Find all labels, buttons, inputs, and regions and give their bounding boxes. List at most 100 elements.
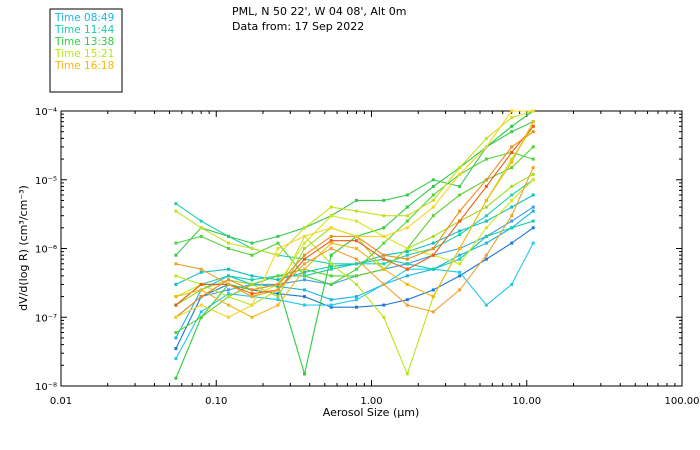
data-point [250,288,254,292]
data-point [405,267,409,271]
data-point [329,305,333,309]
data-point [276,274,280,278]
data-point [355,305,358,309]
data-point [174,331,178,334]
data-point [329,264,333,268]
data-point [382,262,386,266]
data-point [276,288,280,292]
data-point [405,274,409,278]
data-point [458,209,462,213]
data-point [199,282,203,286]
data-point [382,257,386,261]
data-point [199,303,203,307]
data-point [405,253,409,257]
data-point [382,303,386,307]
data-point [174,253,178,257]
data-point [303,288,306,292]
series-3 [174,241,535,361]
y-tick-label: 10⁻⁵ [35,176,57,187]
legend-entry-1: Time 08:49 [54,12,114,24]
data-point [329,241,333,245]
data-point [484,136,488,140]
data-point [531,120,535,124]
data-point [276,234,280,238]
data-point [484,241,488,245]
data-point [355,239,358,243]
data-point [531,178,535,182]
data-point [303,234,306,238]
y-tick-label: 10⁻⁴ [35,107,57,118]
data-point [227,278,230,282]
data-point [174,241,178,245]
data-point [250,247,254,250]
data-point [382,282,386,286]
data-point [303,262,306,266]
data-point [484,157,488,161]
data-point [174,376,178,380]
data-point [458,229,462,233]
data-point [510,219,514,223]
plot-frame [60,110,683,387]
data-point [199,267,203,271]
data-point [484,303,488,307]
data-point [250,278,254,282]
series-19 [174,109,535,319]
data-point [174,357,178,361]
data-point [458,262,462,266]
data-point [405,303,409,307]
data-point [510,116,514,120]
data-point [382,315,386,319]
data-point [303,241,306,245]
series-9 [174,150,535,286]
data-point [250,282,254,286]
data-point [329,214,333,218]
data-point [227,288,230,292]
data-point [276,253,280,257]
legend-entry-3: Time 13:38 [54,36,114,48]
data-point [431,253,435,257]
data-point [484,145,488,149]
data-point [329,267,333,271]
data-point [405,193,409,197]
data-point [329,247,333,250]
data-point [355,274,358,278]
data-point [227,267,230,271]
data-point [531,226,535,230]
data-point [484,257,488,261]
data-point [431,184,435,188]
data-point [250,253,254,257]
y-tick-label: 10⁻⁸ [35,382,57,393]
data-point [329,303,333,307]
data-point [355,219,358,223]
data-point [329,226,333,230]
data-point [531,219,535,223]
data-point [199,226,203,230]
data-point [276,278,280,282]
data-point [531,172,535,176]
data-point [458,233,462,236]
data-point [199,310,203,314]
y-axis-label: dV/d(log R) (cm³/cm⁻³) [17,185,30,311]
data-point [303,226,306,230]
data-point [510,214,514,218]
data-point [276,247,280,250]
data-point [303,267,306,271]
data-point [484,178,488,182]
data-point [431,295,435,299]
x-tick-label: 1.00 [360,396,382,407]
data-point [276,292,280,296]
x-tick-label: 10.00 [512,396,541,407]
data-point [405,205,409,209]
data-point [431,288,435,292]
data-point [199,234,203,238]
data-point [303,295,306,299]
data-point [174,336,178,340]
data-point [174,262,178,266]
data-point [227,282,230,286]
data-point [276,303,280,307]
x-tick-label: 0.01 [50,396,72,407]
data-point [382,234,386,238]
data-point [382,226,386,230]
data-point [405,372,409,376]
